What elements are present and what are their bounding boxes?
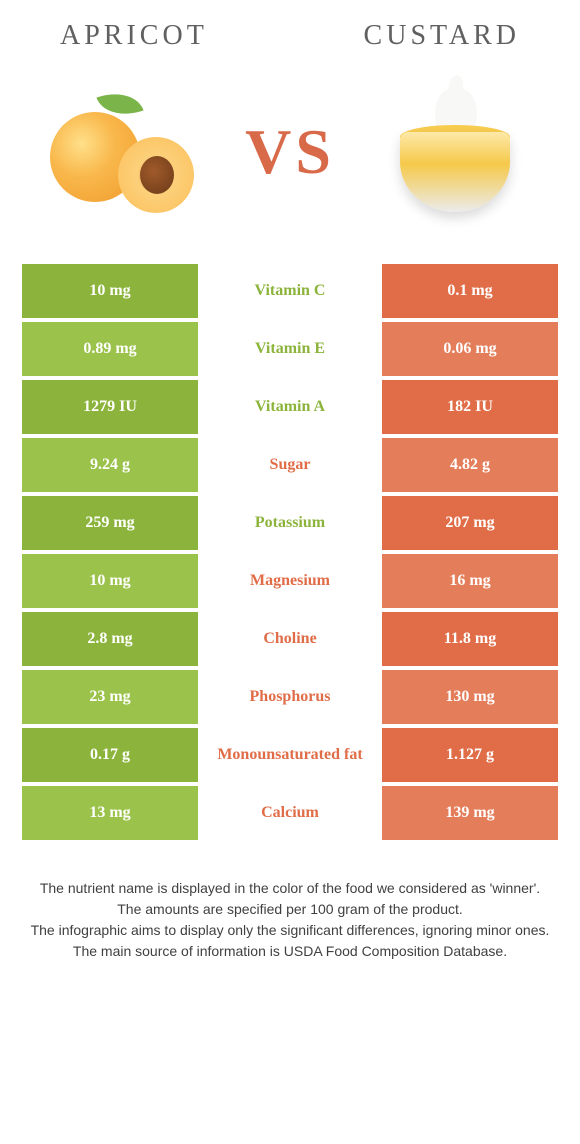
nutrient-label: Choline <box>200 610 380 668</box>
right-value: 0.06 mg <box>380 320 560 378</box>
right-value: 182 IU <box>380 378 560 436</box>
right-value: 11.8 mg <box>380 610 560 668</box>
vs-label: VS <box>245 115 335 189</box>
title-left: Apricot <box>60 20 208 52</box>
left-value: 23 mg <box>20 668 200 726</box>
nutrient-label: Vitamin C <box>200 262 380 320</box>
hero: VS <box>0 62 580 262</box>
table-row: 13 mgCalcium139 mg <box>20 784 560 842</box>
nutrient-label: Vitamin E <box>200 320 380 378</box>
right-value: 1.127 g <box>380 726 560 784</box>
nutrient-label: Sugar <box>200 436 380 494</box>
right-value: 130 mg <box>380 668 560 726</box>
title-right: Custard <box>364 20 520 52</box>
left-value: 9.24 g <box>20 436 200 494</box>
footer-line: The nutrient name is displayed in the co… <box>28 878 552 899</box>
left-value: 259 mg <box>20 494 200 552</box>
left-value: 10 mg <box>20 552 200 610</box>
custard-image <box>380 77 530 227</box>
left-value: 13 mg <box>20 784 200 842</box>
table-row: 10 mgVitamin C0.1 mg <box>20 262 560 320</box>
footer-line: The amounts are specified per 100 gram o… <box>28 899 552 920</box>
right-value: 0.1 mg <box>380 262 560 320</box>
table-row: 1279 IUVitamin A182 IU <box>20 378 560 436</box>
apricot-image <box>50 77 200 227</box>
table-row: 9.24 gSugar4.82 g <box>20 436 560 494</box>
footer-line: The infographic aims to display only the… <box>28 920 552 941</box>
right-value: 207 mg <box>380 494 560 552</box>
right-value: 4.82 g <box>380 436 560 494</box>
table-row: 2.8 mgCholine11.8 mg <box>20 610 560 668</box>
left-value: 0.89 mg <box>20 320 200 378</box>
custard-bowl-icon <box>400 132 510 212</box>
table-row: 10 mgMagnesium16 mg <box>20 552 560 610</box>
nutrient-label: Monounsaturated fat <box>200 726 380 784</box>
table-row: 0.89 mgVitamin E0.06 mg <box>20 320 560 378</box>
nutrient-label: Calcium <box>200 784 380 842</box>
apricot-pit-icon <box>140 156 174 194</box>
table-row: 259 mgPotassium207 mg <box>20 494 560 552</box>
left-value: 1279 IU <box>20 378 200 436</box>
header-titles: Apricot Custard <box>0 0 580 62</box>
comparison-table: 10 mgVitamin C0.1 mg0.89 mgVitamin E0.06… <box>20 262 560 842</box>
left-value: 2.8 mg <box>20 610 200 668</box>
table-row: 23 mgPhosphorus130 mg <box>20 668 560 726</box>
nutrient-label: Potassium <box>200 494 380 552</box>
table-row: 0.17 gMonounsaturated fat1.127 g <box>20 726 560 784</box>
right-value: 139 mg <box>380 784 560 842</box>
nutrient-label: Phosphorus <box>200 668 380 726</box>
footer-notes: The nutrient name is displayed in the co… <box>0 842 580 962</box>
left-value: 0.17 g <box>20 726 200 784</box>
footer-line: The main source of information is USDA F… <box>28 941 552 962</box>
nutrient-label: Magnesium <box>200 552 380 610</box>
nutrient-label: Vitamin A <box>200 378 380 436</box>
right-value: 16 mg <box>380 552 560 610</box>
left-value: 10 mg <box>20 262 200 320</box>
